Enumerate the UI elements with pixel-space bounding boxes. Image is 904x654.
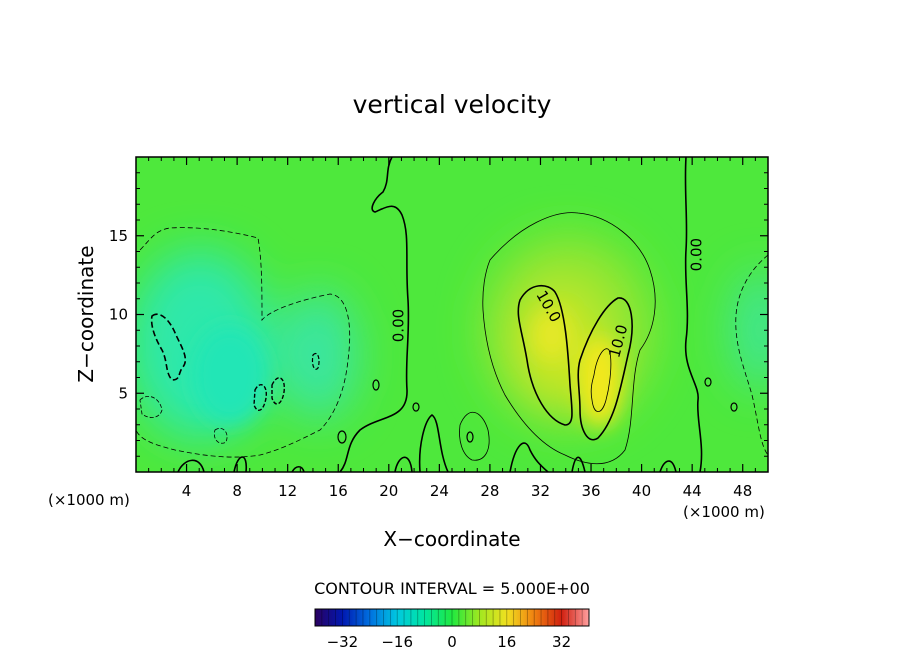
- contour-negative-outer: [136, 227, 351, 458]
- contour-zero-blob-2: [412, 402, 420, 412]
- y-tick-label: 10: [109, 306, 128, 324]
- colorbar-tick-label: 32: [552, 633, 571, 651]
- x-tick-label: 20: [379, 482, 398, 500]
- colorbar-stripes: [321, 609, 583, 626]
- contour-positive-outer: [482, 212, 656, 465]
- x-tick-label: 32: [531, 482, 550, 500]
- x-unit-left: (×1000 m): [48, 491, 130, 509]
- contour-interval-text: CONTOUR INTERVAL = 5.000E+00: [314, 579, 590, 598]
- contour-negative-small-5: [213, 427, 228, 444]
- contour-peak: [590, 348, 612, 413]
- x-tick-label: 8: [232, 482, 242, 500]
- contour-negative-small-3: [311, 352, 320, 370]
- colorbar-tick-label: −32: [327, 633, 359, 651]
- contour-negative-small-2: [271, 377, 286, 405]
- contour-zero-blob-5: [337, 430, 347, 444]
- colorbar-tick-label: 16: [497, 633, 516, 651]
- colorbar-tick-label: −16: [381, 633, 413, 651]
- contour-negative-core: [150, 313, 187, 381]
- x-tick-label: 44: [683, 482, 702, 500]
- contour-label: 0.00: [688, 238, 706, 271]
- x-tick-label: 16: [329, 482, 348, 500]
- y-tick-label: 5: [118, 384, 128, 402]
- colorbar-tick-label: 0: [447, 633, 457, 651]
- contour-label: 0.00: [389, 309, 407, 342]
- contour-ten-right: [577, 297, 633, 441]
- x-tick-label: 12: [278, 482, 297, 500]
- contour-positive-small: [459, 412, 490, 461]
- chart-title: vertical velocity: [353, 90, 552, 119]
- contour-negative-small-1: [253, 384, 268, 412]
- contour-zero-middle: [339, 157, 410, 472]
- colorbar-ticks: −32 −16 0 16 32: [327, 633, 572, 651]
- colorbar: [314, 608, 590, 627]
- contour-zero-blob-1: [372, 379, 380, 391]
- x-axis-label: X−coordinate: [383, 527, 520, 551]
- x-tick-label: 40: [632, 482, 651, 500]
- contour-ten-left: [517, 285, 573, 426]
- x-tick-label: 28: [480, 482, 499, 500]
- contour-zero-blob-3: [730, 402, 738, 412]
- contour-zero-blob-4: [704, 377, 712, 387]
- contour-negative-right: [735, 254, 768, 456]
- y-axis-label: Z−coordinate: [74, 245, 98, 382]
- contour-negative-small-4: [139, 396, 163, 418]
- contour-zero-bottom: [177, 414, 677, 472]
- x-unit-right: (×1000 m): [683, 503, 765, 521]
- x-tick-label: 48: [733, 482, 752, 500]
- x-tick-label: 24: [430, 482, 449, 500]
- x-tick-label: 4: [182, 482, 192, 500]
- x-tick-label: 36: [581, 482, 600, 500]
- downdraft-core-shading: [192, 325, 268, 425]
- y-tick-label: 15: [109, 227, 128, 245]
- contour-zero-blob-6: [466, 431, 474, 443]
- contour-zero-right: [684, 157, 703, 472]
